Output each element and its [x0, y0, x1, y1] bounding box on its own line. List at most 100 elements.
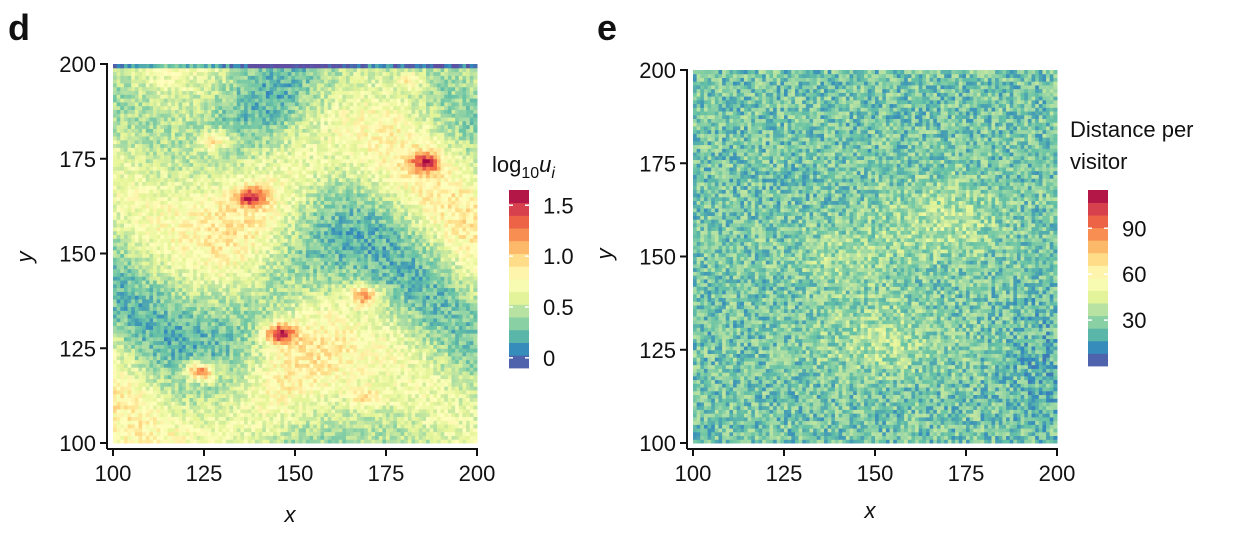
panel-d-cell	[149, 397, 154, 402]
panel-d-cell	[211, 386, 216, 391]
panel-d-cell	[138, 352, 143, 357]
panel-d-cell	[324, 367, 329, 372]
panel-d-cell	[218, 435, 223, 440]
panel-d-cell	[265, 268, 271, 273]
panel-d-cell	[276, 427, 281, 433]
panel-d-cell	[149, 382, 154, 387]
panel-d-cell	[138, 416, 143, 421]
panel-d-cell	[204, 416, 209, 421]
panel-d-cell	[313, 352, 318, 357]
panel-d-cell	[160, 272, 165, 277]
panel-d-cell	[429, 298, 434, 304]
panel-d-cell	[214, 291, 220, 296]
panel-d-cell	[153, 416, 158, 421]
panel-d-cell	[429, 276, 434, 281]
panel-d-cell	[196, 314, 201, 319]
panel-d-cell	[156, 431, 161, 436]
panel-d-cell	[389, 302, 394, 308]
panel-d-cell	[229, 268, 234, 273]
panel-d-cell	[276, 431, 281, 436]
panel-d-cell	[207, 359, 212, 364]
panel-d-cell	[353, 329, 358, 334]
panel-d-cell	[462, 370, 467, 376]
panel-d-cell	[316, 370, 321, 376]
panel-d-cell	[462, 431, 467, 436]
panel-d-cell	[200, 378, 205, 383]
panel-d-cell	[349, 268, 354, 273]
panel-d-cell	[222, 325, 227, 330]
panel-d-cell	[422, 283, 427, 289]
panel-d-cell	[458, 333, 463, 338]
panel-d-cell	[466, 389, 471, 395]
panel-d-cell	[338, 253, 343, 258]
panel-d-cell	[338, 302, 343, 308]
panel-d-cell	[324, 439, 329, 444]
panel-d-cell	[364, 283, 369, 289]
panel-d-cell	[233, 352, 238, 357]
panel-d-cell	[440, 306, 445, 311]
panel-d-cell	[211, 276, 216, 281]
panel-d-cell	[167, 325, 172, 330]
panel-d-cell	[291, 291, 296, 296]
panel-d-cell	[225, 295, 230, 300]
panel-d-cell	[327, 264, 332, 270]
panel-d-cell	[455, 401, 460, 406]
panel-d-cell	[451, 348, 456, 353]
panel-d-cell	[458, 401, 463, 406]
panel-d-cell	[356, 295, 362, 300]
panel-d-cell	[407, 317, 412, 323]
panel-d-cell	[396, 401, 402, 406]
panel-d-cell	[378, 431, 383, 436]
panel-d-cell	[473, 427, 478, 433]
panel-d-cell	[429, 382, 434, 387]
panel-d-cell	[189, 264, 194, 270]
panel-d-cell	[222, 405, 227, 410]
panel-d-cell	[349, 435, 354, 440]
panel-d-cell	[295, 352, 300, 357]
panel-d-cell	[400, 355, 405, 361]
panel-d-cell	[163, 367, 169, 372]
panel-d-cell	[466, 363, 471, 368]
panel-d-cell	[469, 397, 474, 402]
panel-d-cell	[247, 291, 252, 296]
panel-d-cell	[284, 287, 289, 292]
panel-d-cell	[458, 348, 463, 353]
panel-d-cell	[273, 276, 278, 281]
panel-d-cell	[240, 295, 245, 300]
panel-d-cell	[116, 325, 121, 330]
panel-d-cell	[462, 367, 467, 372]
panel-d-cell	[204, 287, 209, 292]
panel-d-cell	[371, 382, 376, 387]
panel-d-cell	[313, 389, 318, 395]
panel-d-cell	[123, 352, 129, 357]
panel-d-cell	[236, 378, 241, 383]
panel-d-cell	[145, 280, 150, 285]
panel-d-cell	[447, 416, 453, 421]
panel-d-cell	[371, 314, 376, 319]
panel-d-cell	[167, 261, 172, 266]
panel-d-cell	[313, 344, 318, 349]
panel-d-cell	[429, 405, 434, 410]
panel-d-cell	[225, 344, 230, 349]
panel-d-cell	[396, 317, 402, 323]
panel-d-cell	[262, 412, 267, 417]
panel-d-cell	[407, 306, 412, 311]
panel-d-cell	[265, 295, 271, 300]
panel-d-cell	[426, 280, 431, 285]
panel-d-cell	[254, 408, 260, 414]
panel-d-cell	[265, 416, 271, 421]
panel-d-cell	[364, 386, 369, 391]
panel-d-cell	[389, 408, 394, 414]
panel-d-cell	[287, 412, 292, 417]
panel-d-cell	[462, 261, 467, 266]
panel-d-cell	[382, 397, 387, 402]
panel-d-cell	[113, 306, 118, 311]
panel-d-cell	[142, 280, 147, 285]
panel-d-cell	[462, 420, 467, 425]
panel-d-cell	[356, 405, 362, 410]
panel-d-cell	[207, 272, 212, 277]
panel-d-cell	[189, 261, 194, 266]
panel-d-cell	[229, 264, 234, 270]
panel-d-cell	[389, 329, 394, 334]
